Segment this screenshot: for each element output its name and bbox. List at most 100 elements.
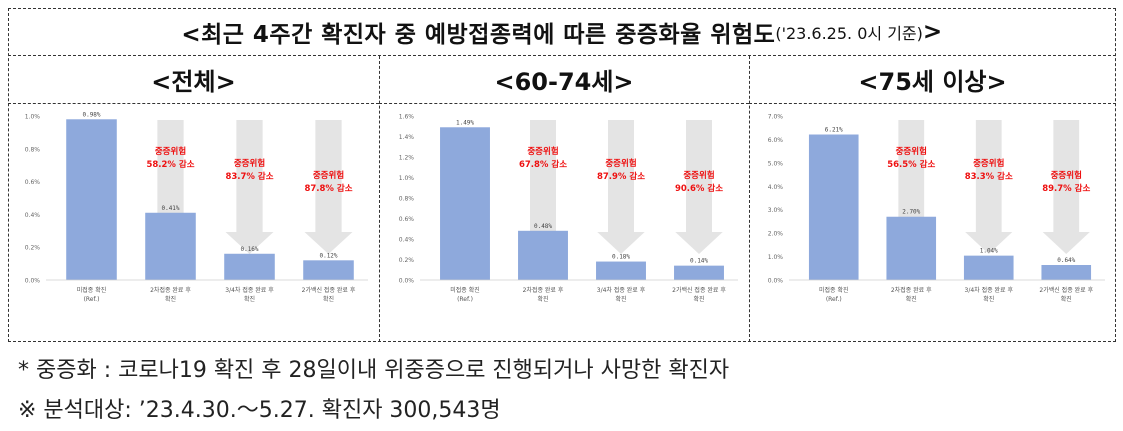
y-tick-label: 0.4% (25, 212, 41, 219)
data-label: 1.04% (980, 248, 998, 255)
risk-annotation-value: 83.7% 감소 (225, 171, 273, 182)
figure-frame (8, 8, 1116, 342)
x-tick-label: 2가백신 접종 완료 후 (672, 286, 726, 294)
risk-annotation-title: 중증위험 (234, 158, 265, 169)
data-label: 0.41% (161, 205, 179, 212)
data-label: 0.16% (240, 246, 258, 253)
page-title: <최근 4주간 확진자 중 예방접종력에 따른 중증화율 위험도 ('23.6.2… (8, 8, 1116, 56)
bar (808, 134, 859, 280)
risk-annotation-title: 중증위험 (1051, 170, 1082, 181)
x-tick-label: (Ref.) (457, 296, 473, 303)
chart-60-74: 0.0% 0.2% 0.4% 0.6% 0.8% 1.0% 1.2% 1.4% 1.6% 1.49… (399, 114, 738, 303)
y-tick-label: 0.2% (25, 245, 41, 252)
chart-total: 0.0% 0.2% 0.4% 0.6% 0.8% 1.0% 0.98% 미접종 확진 (Ref.… (25, 111, 368, 303)
x-tick-label: 3/4차 접종 완료 후 (965, 286, 1014, 294)
bar (963, 255, 1014, 280)
risk-annotation-value: 67.8% 감소 (519, 159, 567, 170)
x-tick-label: 미접종 확진 (77, 286, 107, 294)
x-tick-label: (Ref.) (826, 296, 842, 303)
reduction-arrow (225, 120, 274, 254)
y-tick-label: 0.4% (399, 237, 415, 244)
risk-annotation-value: 58.2% 감소 (146, 159, 194, 170)
y-tick-label: 1.2% (399, 155, 415, 162)
bar (66, 119, 117, 280)
reduction-arrow (965, 120, 1013, 254)
x-tick-label: 2차접종 완료 후 (891, 286, 932, 294)
footnote-sample: ※ 분석대상: ’23.4.30.～5.27. 확진자 300,543명 (18, 398, 501, 423)
risk-annotation-value: 90.6% 감소 (675, 183, 723, 194)
y-tick-label: 1.4% (399, 134, 415, 141)
data-label: 1.49% (456, 119, 474, 126)
y-tick-label: 1.0% (399, 175, 415, 182)
y-tick-label: 0.0% (768, 278, 784, 285)
risk-annotation-title: 중증위험 (973, 158, 1004, 169)
panel-divider-1 (379, 56, 380, 342)
data-label: 0.18% (612, 254, 630, 261)
x-tick-label: 확진 (323, 295, 334, 303)
x-tick-label: 미접종 확진 (450, 286, 480, 294)
y-tick-label: 6.0% (768, 137, 784, 144)
y-tick-label: 7.0% (768, 114, 784, 121)
data-label: 0.14% (690, 258, 708, 265)
bar (886, 216, 937, 280)
risk-annotation-value: 87.8% 감소 (304, 183, 352, 194)
x-tick-label: 확진 (537, 295, 548, 303)
x-tick-label: 확진 (693, 295, 704, 303)
x-tick-label: 2차접종 완료 후 (150, 286, 191, 294)
data-label: 0.98% (82, 111, 100, 118)
x-tick-label: 2차접종 완료 후 (523, 286, 564, 294)
y-tick-label: 0.6% (399, 216, 415, 223)
x-tick-label: 3/4차 접종 완료 후 (225, 286, 274, 294)
reduction-arrow (675, 120, 723, 254)
x-tick-label: 확진 (615, 295, 626, 303)
bar (1041, 265, 1092, 280)
y-tick-label: 0.0% (399, 278, 415, 285)
x-tick-label: 확진 (983, 295, 994, 303)
bar (440, 127, 490, 281)
risk-annotation-title: 중증위험 (683, 170, 714, 181)
bar (303, 260, 354, 280)
risk-annotation-title: 중증위험 (605, 158, 636, 169)
data-label: 6.21% (825, 127, 843, 134)
risk-annotation-value: 87.9% 감소 (597, 171, 645, 182)
x-tick-label: 2가백신 접종 완료 후 (1039, 286, 1093, 294)
data-label: 2.70% (902, 209, 920, 216)
y-tick-label: 1.0% (768, 254, 784, 261)
x-tick-label: 3/4차 접종 완료 후 (597, 286, 646, 294)
risk-annotation-title: 중증위험 (313, 170, 344, 181)
risk-annotation-value: 89.7% 감소 (1042, 183, 1090, 194)
risk-annotation-value: 83.3% 감소 (965, 171, 1013, 182)
bar (674, 265, 724, 280)
data-label: 0.48% (534, 223, 552, 230)
panel-header-total: <전체> (8, 56, 379, 104)
bar (518, 230, 568, 280)
x-tick-label: 확진 (244, 295, 255, 303)
title-note: ('23.6.25. 0시 기준) (775, 23, 923, 43)
data-label: 0.64% (1057, 257, 1075, 264)
panel-header-60-74: <60-74세> (379, 56, 749, 104)
y-tick-label: 4.0% (768, 184, 784, 191)
y-tick-label: 1.0% (25, 114, 41, 121)
bar (596, 261, 646, 280)
panel-divider-2 (749, 56, 750, 342)
y-tick-label: 0.8% (25, 146, 41, 153)
risk-annotation-title: 중증위험 (527, 146, 558, 157)
x-tick-label: 확진 (906, 295, 917, 303)
title-close: > (922, 18, 943, 45)
y-tick-label: 0.2% (399, 257, 415, 264)
y-tick-label: 1.6% (399, 114, 415, 121)
x-tick-label: 확진 (165, 295, 176, 303)
risk-annotation-title: 중증위험 (896, 146, 927, 157)
reduction-arrow (519, 120, 567, 254)
y-tick-label: 3.0% (768, 207, 784, 214)
x-tick-label: 확진 (1061, 295, 1072, 303)
reduction-arrow (597, 120, 645, 254)
bar (145, 212, 196, 280)
x-tick-label: 2가백신 접종 완료 후 (302, 286, 356, 294)
risk-annotation-value: 56.5% 감소 (887, 159, 935, 170)
y-tick-label: 5.0% (768, 160, 784, 167)
chart-75plus: 0.0% 1.0% 2.0% 3.0% 4.0% 5.0% 6.0% 7.0% 6.21% 미접종… (768, 114, 1105, 303)
title-main: <최근 4주간 확진자 중 예방접종력에 따른 중증화율 위험도 (181, 21, 776, 48)
risk-annotation-title: 중증위험 (155, 146, 186, 157)
footnote-definition: * 중증화 : 코로나19 확진 후 28일이내 위중증으로 진행되거나 사망한… (18, 358, 730, 383)
